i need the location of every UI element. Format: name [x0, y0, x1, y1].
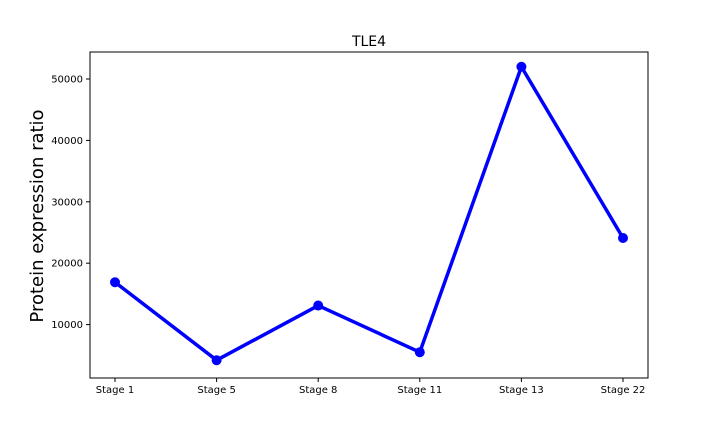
y-tick-label: 50000 — [51, 75, 83, 86]
data-point — [516, 61, 527, 72]
x-tick-label: Stage 22 — [601, 385, 646, 396]
y-tick-label: 10000 — [51, 320, 83, 331]
data-point — [414, 347, 425, 358]
y-tick-label: 20000 — [51, 259, 83, 270]
axes-frame — [89, 51, 649, 379]
data-point — [618, 233, 628, 244]
chart-title: TLE4 — [351, 34, 386, 50]
data-point — [313, 300, 324, 311]
data-point — [110, 277, 120, 288]
plot-area: 10000 20000 30000 40000 50000 Stage 1 Stage 5 S… — [51, 51, 649, 396]
y-tick-label: 40000 — [51, 136, 83, 147]
x-tick-label: Stage 1 — [96, 385, 134, 396]
x-tick-label: Stage 5 — [197, 385, 235, 396]
y-axis-label: Protein expression ratio — [27, 109, 48, 322]
x-tick-label: Stage 13 — [499, 385, 544, 396]
x-tick-label: Stage 8 — [299, 385, 337, 396]
data-point — [211, 355, 222, 366]
x-tick-label: Stage 11 — [397, 385, 442, 396]
series-line — [113, 64, 625, 362]
y-tick-label: 30000 — [51, 197, 83, 208]
